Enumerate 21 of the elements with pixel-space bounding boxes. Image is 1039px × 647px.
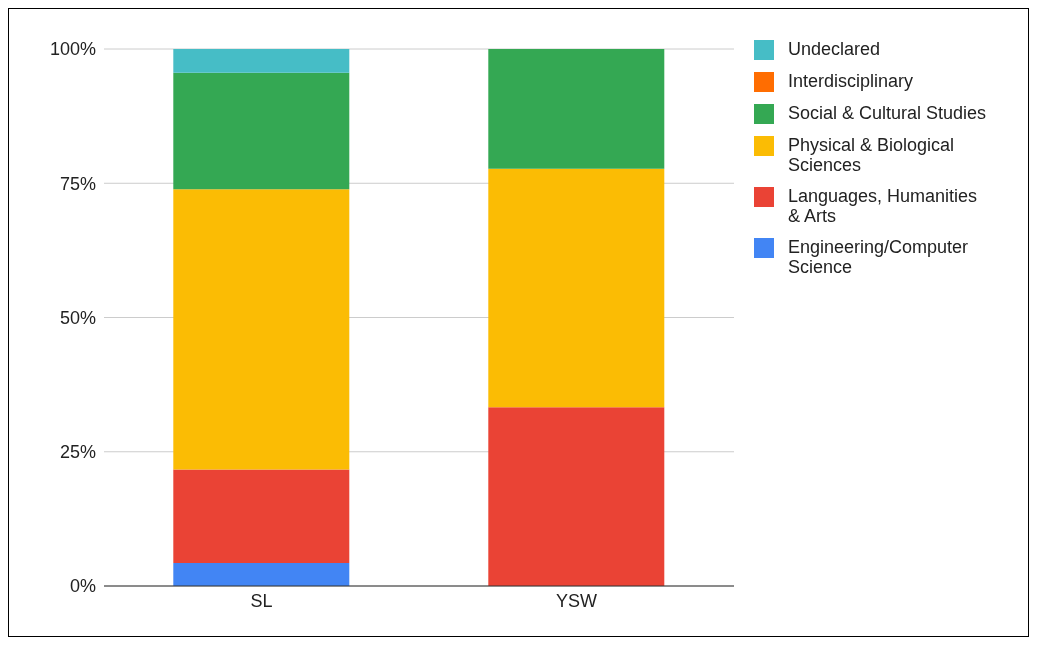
y-tick-label: 75% — [59, 173, 96, 194]
legend-label: Physical & Biological Sciences — [788, 135, 956, 175]
legend-label: Languages, Humanities & Arts — [788, 186, 979, 226]
y-tick-label: 100% — [49, 39, 96, 60]
legend-label: Undeclared — [788, 39, 881, 59]
legend-label: Interdisciplinary — [788, 71, 914, 91]
x-tick-label: SL — [250, 590, 273, 611]
legend-label: Engineering/Computer Science — [788, 237, 970, 277]
bar — [173, 189, 350, 470]
x-tick-label: YSW — [555, 590, 598, 611]
bar — [173, 72, 350, 190]
bar — [488, 168, 665, 408]
bar — [173, 49, 350, 73]
legend-label: Social & Cultural Studies — [788, 103, 987, 123]
bar — [488, 407, 665, 586]
bar — [488, 49, 665, 169]
bar — [173, 562, 350, 586]
y-tick-label: 0% — [69, 576, 96, 597]
y-tick-label: 50% — [59, 307, 96, 328]
bar — [173, 469, 350, 563]
y-tick-label: 25% — [59, 442, 96, 463]
